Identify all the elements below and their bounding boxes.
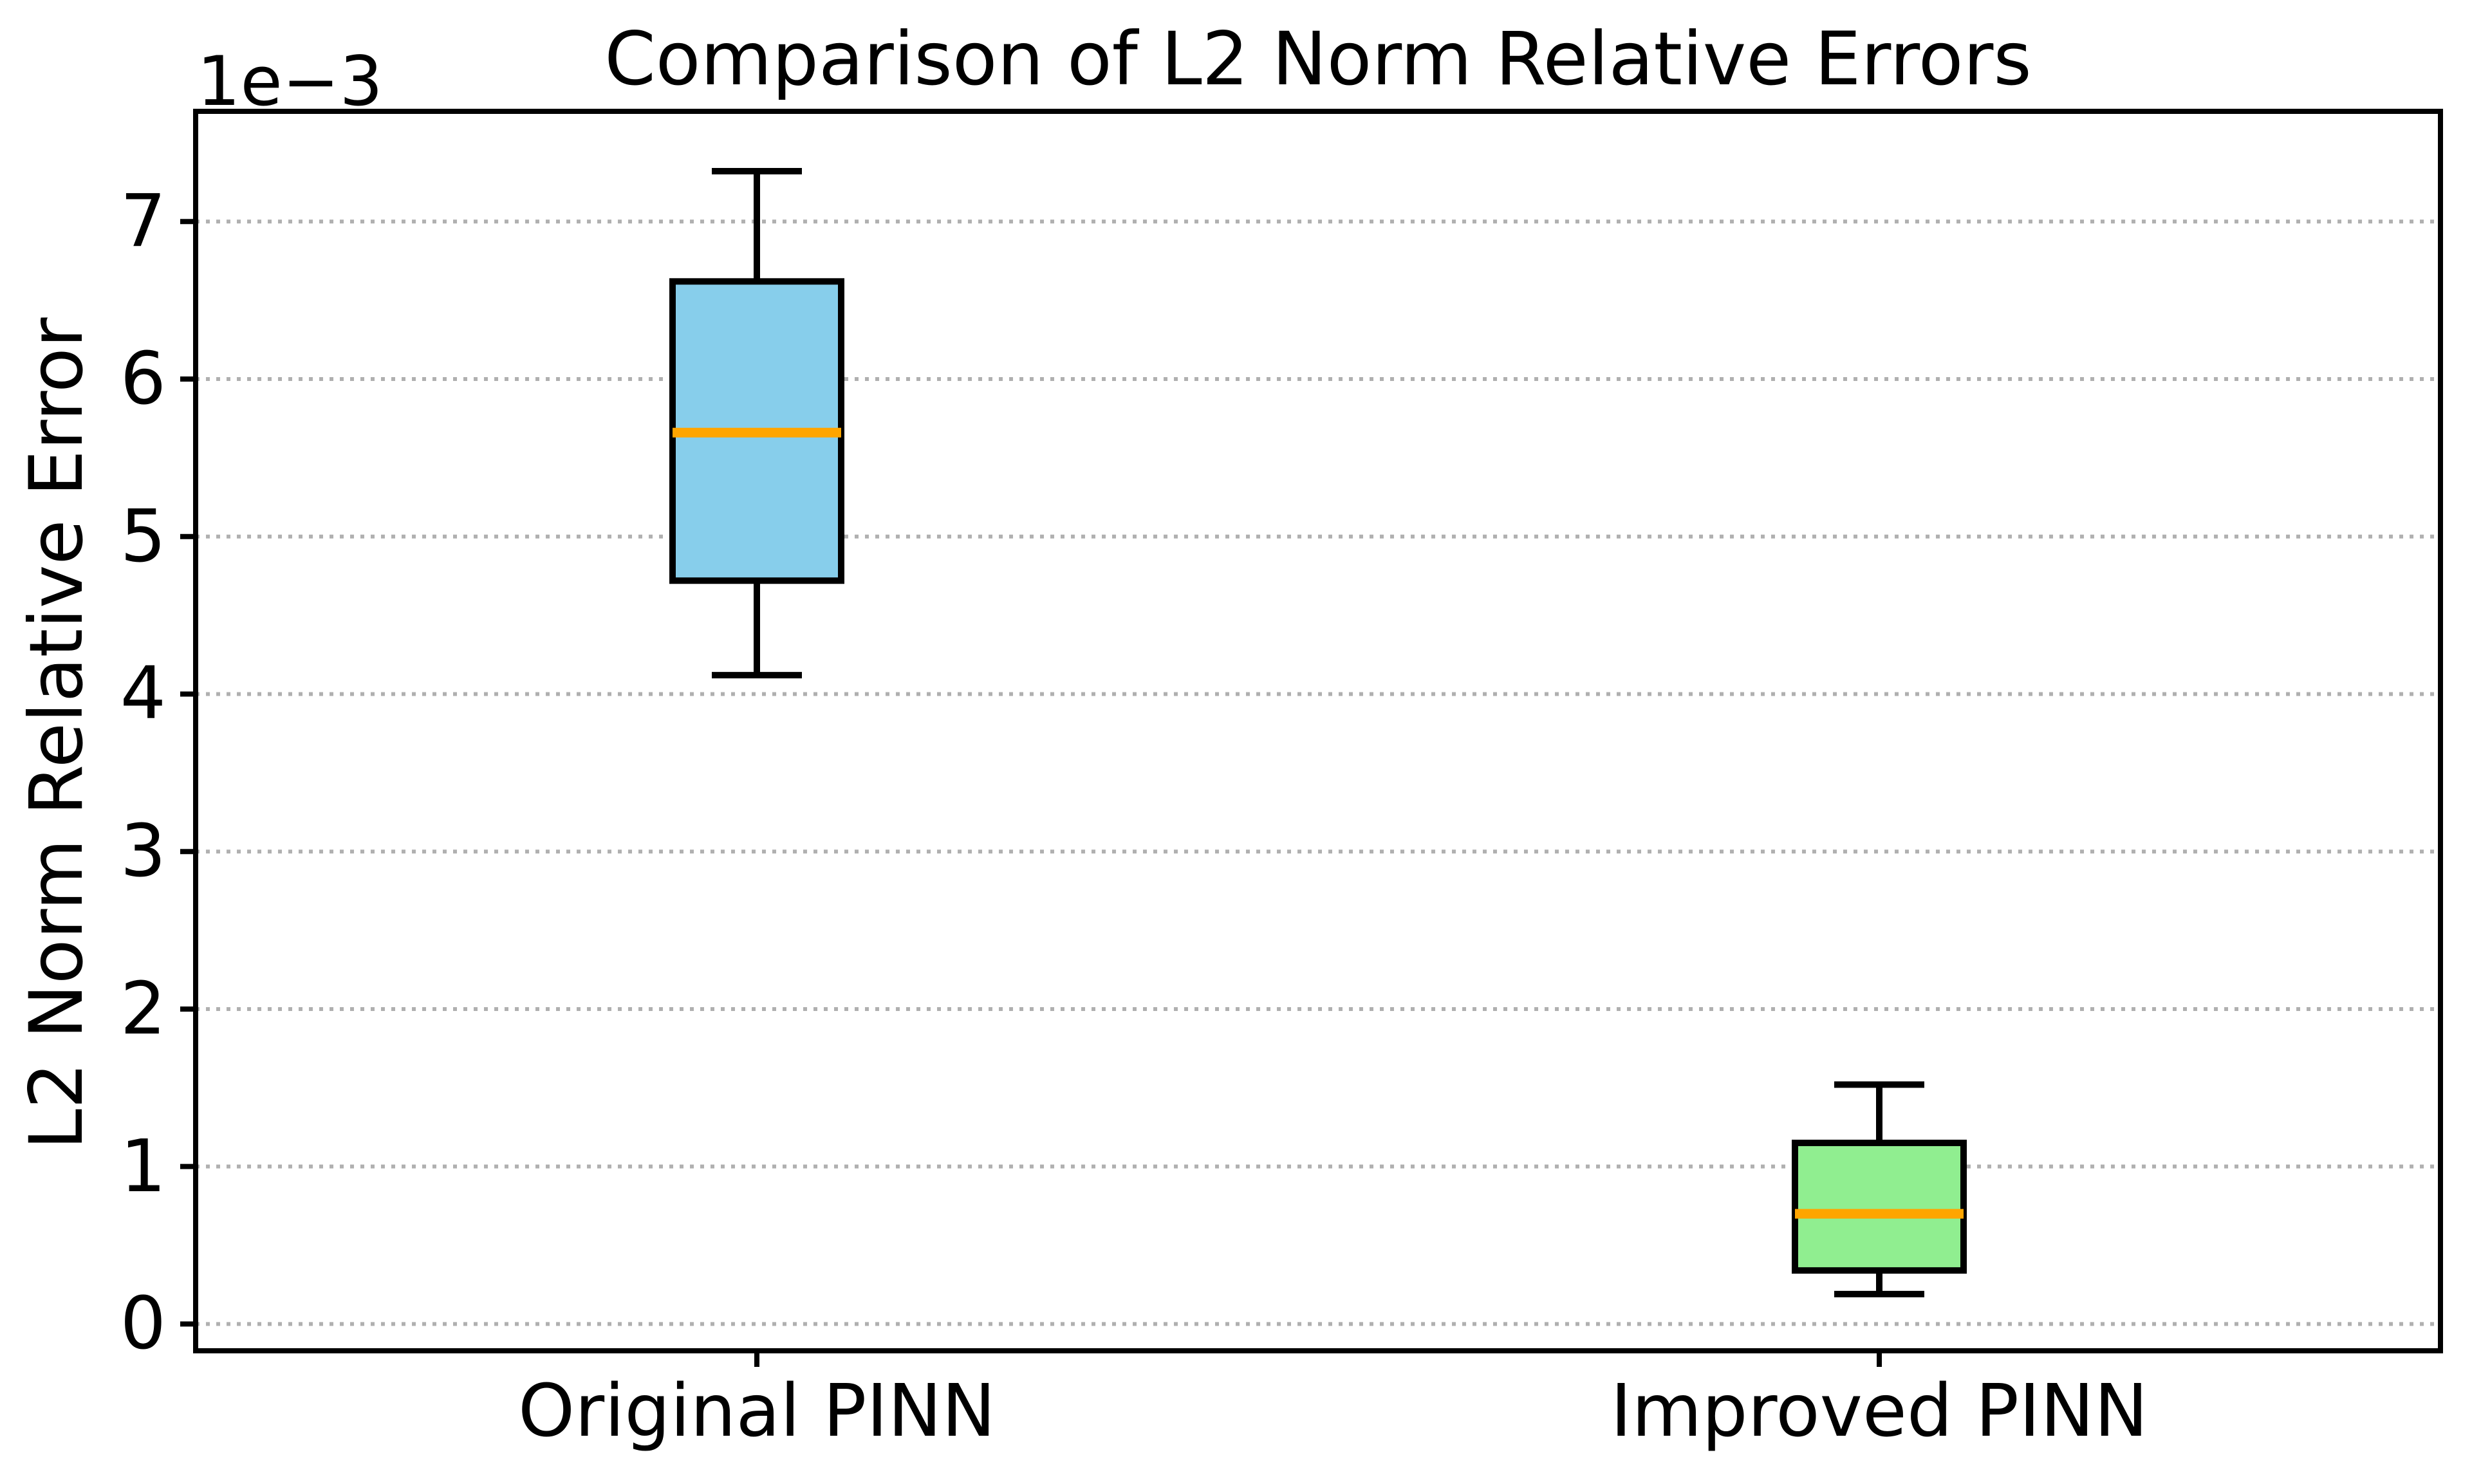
y-axis-label: L2 Norm Relative Error xyxy=(14,317,99,1150)
chart-title: Comparison of L2 Norm Relative Errors xyxy=(604,16,2032,102)
y-tick-label: 1 xyxy=(120,1124,166,1209)
y-tick-label: 4 xyxy=(120,652,166,736)
y-tick-label: 6 xyxy=(120,337,166,422)
y-tick-label: 5 xyxy=(120,494,166,579)
axes-spines xyxy=(193,109,2443,1353)
y-axis-offset-label: 1e−3 xyxy=(197,42,383,121)
x-tick-label-original-pinn: Original PINN xyxy=(518,1369,996,1453)
y-tick-label: 0 xyxy=(120,1282,166,1366)
y-tick-label: 2 xyxy=(120,967,166,1051)
y-tick-label: 3 xyxy=(120,810,166,894)
iqr-box xyxy=(1792,1139,1967,1274)
x-tick-label-improved-pinn: Improved PINN xyxy=(1610,1369,2148,1453)
y-tick-label: 7 xyxy=(120,180,166,264)
